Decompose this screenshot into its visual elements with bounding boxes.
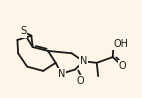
Text: N: N (58, 69, 65, 79)
Text: N: N (80, 56, 87, 66)
Text: O: O (77, 76, 84, 86)
Text: O: O (119, 61, 126, 71)
Text: S: S (20, 26, 26, 36)
Text: OH: OH (113, 39, 129, 49)
